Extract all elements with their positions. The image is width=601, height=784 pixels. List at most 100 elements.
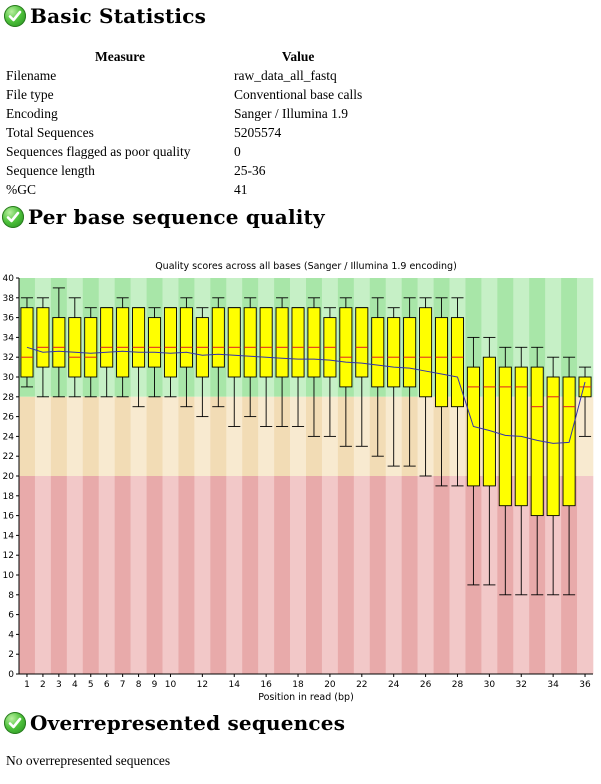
value-column-header: Value (281, 48, 315, 64)
measure-cell: Encoding (6, 105, 58, 121)
zone-bad-band (114, 476, 131, 674)
measure-cell: %GC (6, 181, 36, 197)
y-tick-label: 18 (3, 492, 15, 502)
y-tick-label: 40 (3, 274, 15, 284)
x-tick-label: 14 (229, 680, 241, 690)
table-row: Total Sequences 5205574 (6, 123, 362, 142)
measure-cell: Total Sequences (6, 124, 94, 140)
overrepresented-title: Overrepresented sequences (30, 711, 346, 735)
overrepresented-body: No overrepresented sequences (6, 753, 171, 768)
y-tick-label: 24 (3, 432, 15, 442)
table-header-row: Measure Value (6, 47, 362, 66)
x-tick-label: 5 (88, 680, 94, 690)
value-cell: raw_data_all_fastq (234, 67, 337, 83)
zone-bad-band (417, 476, 434, 674)
box-iqr (259, 307, 273, 378)
zone-bad-band (98, 476, 115, 674)
x-tick-label: 18 (292, 680, 304, 690)
zone-bad-band (34, 476, 52, 674)
x-tick-label: 8 (136, 680, 142, 690)
table-row: Sequences flagged as poor quality 0 (6, 142, 362, 161)
x-tick-label: 12 (197, 680, 208, 690)
value-cell: 25-36 (234, 162, 266, 178)
zone-ok-band (274, 396, 291, 476)
zone-bad-band (66, 476, 84, 674)
box-iqr (403, 317, 417, 388)
y-tick-label: 38 (3, 294, 15, 304)
per-base-quality-title: Per base sequence quality (28, 205, 325, 229)
y-tick-label: 6 (8, 611, 14, 621)
zone-bad-band (306, 476, 323, 674)
x-tick-label: 1 (24, 680, 30, 690)
x-tick-label: 22 (356, 680, 367, 690)
y-tick-label: 32 (3, 353, 14, 363)
box-iqr (498, 366, 512, 507)
table-row: Encoding Sanger / Illumina 1.9 (6, 104, 362, 123)
x-tick-label: 10 (165, 680, 177, 690)
check-pass-icon (4, 712, 26, 734)
box-iqr (36, 307, 50, 368)
y-tick-label: 34 (3, 333, 15, 343)
zone-bad-band (337, 476, 355, 674)
value-cell: Sanger / Illumina 1.9 (234, 105, 348, 121)
table-row: Sequence length 25-36 (6, 161, 362, 180)
zone-bad-band (178, 476, 195, 674)
y-tick-label: 10 (3, 571, 15, 581)
zone-bad-band (210, 476, 227, 674)
box-iqr (387, 317, 401, 388)
box-iqr (84, 317, 98, 378)
zone-bad-band (242, 476, 259, 674)
box-iqr (148, 317, 162, 368)
per-base-quality-header: Per base sequence quality (2, 205, 325, 229)
x-tick-label: 9 (152, 680, 158, 690)
zone-bad-band (321, 476, 339, 674)
x-tick-label: 28 (452, 680, 464, 690)
zone-bad-band (433, 476, 450, 674)
y-tick-label: 16 (3, 512, 15, 522)
zone-bad-band (258, 476, 275, 674)
zone-ok-band (82, 396, 100, 476)
table-row: %GC 41 (6, 180, 362, 199)
y-tick-label: 8 (8, 591, 14, 601)
box-iqr (435, 317, 449, 408)
zone-ok-band (258, 396, 275, 476)
zone-bad-band (290, 476, 307, 674)
zone-bad-band (162, 476, 179, 674)
box-iqr (163, 307, 177, 378)
basic-statistics-title: Basic Statistics (30, 4, 207, 28)
quality-boxplot-chart: Quality scores across all bases (Sanger … (3, 261, 594, 703)
box-iqr (132, 307, 146, 368)
y-tick-label: 20 (3, 472, 15, 482)
check-pass-icon (2, 206, 24, 228)
box-iqr (227, 307, 241, 378)
box-iqr (100, 307, 114, 368)
zone-bad-band (146, 476, 163, 674)
box-iqr (450, 317, 464, 408)
x-tick-label: 3 (56, 680, 62, 690)
box-iqr (291, 307, 305, 378)
zone-bad-band (353, 476, 371, 674)
box-iqr (419, 307, 433, 398)
zone-bad-band (19, 476, 36, 674)
x-tick-label: 26 (420, 680, 432, 690)
zone-bad-band (50, 476, 68, 674)
x-tick-label: 30 (484, 680, 496, 690)
zone-bad-band (369, 476, 387, 674)
y-tick-label: 2 (8, 650, 14, 660)
value-cell: Conventional base calls (234, 86, 363, 102)
measure-cell: Sequences flagged as poor quality (6, 143, 191, 159)
box-iqr (275, 307, 289, 378)
box-iqr (546, 376, 560, 517)
box-iqr (179, 307, 193, 368)
measure-cell: Filename (6, 67, 57, 83)
box-iqr (307, 307, 321, 378)
measure-cell: Sequence length (6, 162, 95, 178)
y-tick-label: 22 (3, 452, 14, 462)
table-row: Filename raw_data_all_fastq (6, 66, 362, 85)
box-iqr (211, 307, 225, 368)
y-tick-label: 36 (3, 314, 15, 324)
value-cell: 5205574 (234, 124, 282, 140)
x-tick-label: 20 (324, 680, 336, 690)
y-tick-label: 4 (8, 630, 14, 640)
zone-bad-band (449, 476, 466, 674)
